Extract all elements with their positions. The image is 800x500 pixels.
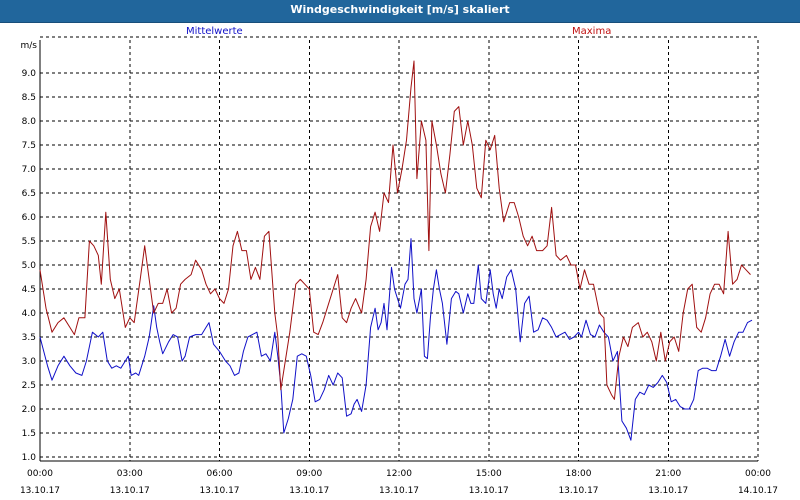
x-tick-date: 13.10.17 xyxy=(469,486,509,496)
y-tick-label: 6.5 xyxy=(22,189,36,199)
y-tick-label: 3.0 xyxy=(22,357,37,367)
axes xyxy=(39,40,758,462)
x-tick-time: 21:00 xyxy=(655,469,681,479)
x-tick-date: 13.10.17 xyxy=(648,486,688,496)
y-tick-label: 1.5 xyxy=(22,429,36,439)
y-tick-label: 2.0 xyxy=(22,405,37,415)
y-tick-label: 5.0 xyxy=(22,261,37,271)
x-tick-time: 06:00 xyxy=(207,469,233,479)
tick-labels: 1.0 1.5 2.0 2.5 3.0 3.5 4.0 4.5 5.0 5.5 6.0 6.5 7.0 7… xyxy=(20,41,778,496)
y-tick-label: 9.0 xyxy=(22,69,37,79)
y-tick-label: 7.5 xyxy=(22,141,36,151)
x-tick-time: 18:00 xyxy=(566,469,592,479)
x-tick-time: 09:00 xyxy=(296,469,322,479)
x-tick-time: 03:00 xyxy=(117,469,143,479)
chart-title-bar: Windgeschwindigkeit [m/s] skaliert xyxy=(0,0,800,23)
grid xyxy=(39,36,759,461)
x-tick-time: 00:00 xyxy=(27,469,53,479)
x-tick-date: 13.10.17 xyxy=(558,486,598,496)
legend-mittelwerte: Mittelwerte xyxy=(186,26,243,37)
y-tick-label: 4.0 xyxy=(22,309,37,319)
y-tick-label: 8.0 xyxy=(22,117,37,127)
legend-maxima: Maxima xyxy=(572,26,612,37)
y-tick-label: 8.5 xyxy=(22,93,36,103)
y-tick-label: 4.5 xyxy=(22,285,36,295)
y-tick-label: 3.5 xyxy=(22,333,36,343)
x-tick-date: 13.10.17 xyxy=(199,486,239,496)
x-tick-date: 13.10.17 xyxy=(379,486,419,496)
y-tick-label: 5.5 xyxy=(22,237,36,247)
x-tick-date: 13.10.17 xyxy=(110,486,150,496)
series-line-maxima xyxy=(39,60,751,400)
x-tick-time: 12:00 xyxy=(386,469,412,479)
y-tick-label: 6.0 xyxy=(22,213,37,223)
x-tick-date: 14.10.17 xyxy=(738,486,778,496)
y-tick-label: 2.5 xyxy=(22,381,36,391)
x-tick-time: 15:00 xyxy=(476,469,502,479)
chart-title: Windgeschwindigkeit [m/s] skaliert xyxy=(290,3,510,16)
y-axis-unit: m/s xyxy=(21,41,38,51)
x-tick-date: 13.10.17 xyxy=(289,486,329,496)
series-line-mittelwerte xyxy=(39,238,753,441)
series-lines xyxy=(39,60,753,441)
y-tick-label: 7.0 xyxy=(22,165,37,175)
x-tick-date: 13.10.17 xyxy=(20,486,60,496)
y-tick-label: 1.0 xyxy=(22,453,37,463)
x-tick-time: 00:00 xyxy=(745,469,771,479)
